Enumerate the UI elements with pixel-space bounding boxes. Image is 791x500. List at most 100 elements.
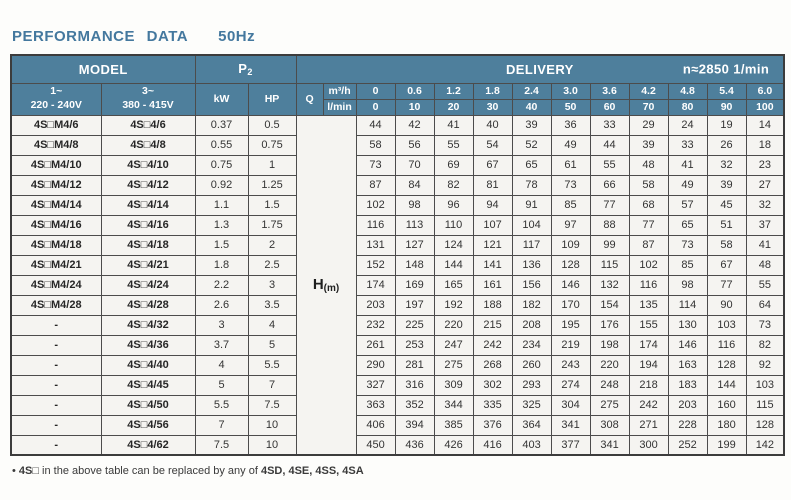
model-3ph-cell: 4S□4/45	[100, 374, 196, 396]
head-value-cell: 364	[511, 414, 552, 436]
model-1ph-cell: -	[10, 354, 102, 376]
head-value-cell: 385	[433, 414, 474, 436]
hp-value-cell: 10	[247, 434, 297, 456]
head-value-cell: 65	[511, 154, 552, 176]
head-value-cell: 51	[706, 214, 747, 236]
model-1ph-cell: 4S□M4/12	[10, 174, 102, 196]
head-value-cell: 128	[550, 254, 591, 276]
hp-value-cell: 1.75	[247, 214, 297, 236]
head-value-cell: 127	[394, 234, 435, 256]
head-value-cell: 58	[355, 134, 396, 156]
head-value-cell: 78	[511, 174, 552, 196]
head-value-cell: 66	[589, 174, 630, 196]
kw-value-cell: 5.5	[194, 394, 249, 416]
table-row: 4S□M4/24 4S□4/24 2.2 3 174 169 165 161 156 146 132…	[10, 274, 785, 296]
head-value-cell: 73	[355, 154, 396, 176]
flow-m3h-value: 4.2	[628, 82, 669, 100]
head-value-cell: 174	[628, 334, 669, 356]
head-value-cell: 146	[667, 334, 708, 356]
kw-value-cell: 1.3	[194, 214, 249, 236]
head-value-cell: 215	[472, 314, 513, 336]
head-value-cell: 49	[550, 134, 591, 156]
head-value-cell: 219	[550, 334, 591, 356]
flow-lmin-value: 10	[394, 98, 435, 116]
head-value-cell: 274	[550, 374, 591, 396]
head-value-cell: 228	[667, 414, 708, 436]
head-value-cell: 42	[394, 114, 435, 136]
kw-value-cell: 0.75	[194, 154, 249, 176]
head-value-cell: 114	[667, 294, 708, 316]
head-value-cell: 88	[589, 214, 630, 236]
kw-value-cell: 4	[194, 354, 249, 376]
hp-value-cell: 7	[247, 374, 297, 396]
head-value-cell: 98	[667, 274, 708, 296]
head-value-cell: 198	[589, 334, 630, 356]
head-value-cell: 124	[433, 234, 474, 256]
head-value-cell: 68	[628, 194, 669, 216]
head-value-cell: 40	[472, 114, 513, 136]
model-1ph-cell: -	[10, 414, 102, 436]
head-label-base: H	[312, 275, 324, 293]
head-value-cell: 225	[394, 314, 435, 336]
head-value-cell: 335	[472, 394, 513, 416]
head-value-cell: 85	[550, 194, 591, 216]
model-1ph-cell: 4S□M4/28	[10, 294, 102, 316]
head-value-cell: 39	[628, 134, 669, 156]
page-title: PERFORMANCE DATA 50Hz	[12, 28, 791, 45]
head-value-cell: 92	[745, 354, 785, 376]
footnote-text: in the above table can be replaced by an…	[38, 465, 261, 477]
table-row: 4S□M4/16 4S□4/16 1.3 1.75 116 113 110 107 104 97 8…	[10, 214, 785, 236]
head-value-cell: 195	[550, 314, 591, 336]
model-3ph-cell: 4S□4/18	[100, 234, 196, 256]
head-value-cell: 406	[355, 414, 396, 436]
head-value-cell: 220	[433, 314, 474, 336]
flow-m3h-value: 3.0	[550, 82, 591, 100]
hp-value-cell: 0.75	[247, 134, 297, 156]
header-row-flow-m3h: 1~ 220 - 240V 3~ 380 - 415V kW HP Q m³/h…	[10, 82, 785, 116]
head-value-cell: 232	[355, 314, 396, 336]
head-value-cell: 19	[706, 114, 747, 136]
hp-header: HP	[247, 82, 297, 116]
head-value-cell: 169	[394, 274, 435, 296]
head-value-cell: 192	[433, 294, 474, 316]
hp-value-cell: 5.5	[247, 354, 297, 376]
hp-value-cell: 1.25	[247, 174, 297, 196]
head-value-cell: 144	[433, 254, 474, 276]
head-value-cell: 67	[706, 254, 747, 276]
head-value-cell: 37	[745, 214, 785, 236]
head-value-cell: 148	[394, 254, 435, 276]
voltage1-label: 220 - 240V	[30, 99, 82, 111]
head-value-cell: 99	[589, 234, 630, 256]
head-value-cell: 183	[667, 374, 708, 396]
head-value-cell: 64	[745, 294, 785, 316]
kw-value-cell: 7.5	[194, 434, 249, 456]
model-3ph-cell: 4S□4/28	[100, 294, 196, 316]
flow-lmin-value: 60	[589, 98, 630, 116]
title-frequency: 50Hz	[218, 28, 256, 45]
head-value-cell: 61	[550, 154, 591, 176]
head-value-cell: 208	[511, 314, 552, 336]
table-row: -4S□4/56 7 10 406 394 385 376 364 341 308 271 228 18…	[10, 414, 785, 436]
head-value-cell: 376	[472, 414, 513, 436]
hp-value-cell: 1	[247, 154, 297, 176]
model-1ph-cell: 4S□M4/6	[10, 114, 102, 136]
head-value-cell: 77	[706, 274, 747, 296]
model-3ph-cell: 4S□4/14	[100, 194, 196, 216]
head-value-cell: 436	[394, 434, 435, 456]
kw-value-cell: 7	[194, 414, 249, 436]
flow-m3h-value: 4.8	[667, 82, 708, 100]
head-value-cell: 41	[745, 234, 785, 256]
head-value-cell: 261	[355, 334, 396, 356]
model-1ph-cell: -	[10, 394, 102, 416]
head-value-cell: 197	[394, 294, 435, 316]
model-3ph-cell: 4S□4/16	[100, 214, 196, 236]
head-value-cell: 325	[511, 394, 552, 416]
head-value-cell: 103	[706, 314, 747, 336]
head-value-cell: 44	[589, 134, 630, 156]
model-1ph-cell: 4S□M4/24	[10, 274, 102, 296]
head-value-cell: 163	[667, 354, 708, 376]
model-3ph-cell: 4S□4/24	[100, 274, 196, 296]
header-row-groups: MODEL P2 DELIVERY n≈2850 1/min	[10, 54, 785, 84]
head-value-cell: 132	[589, 274, 630, 296]
head-value-cell: 176	[589, 314, 630, 336]
